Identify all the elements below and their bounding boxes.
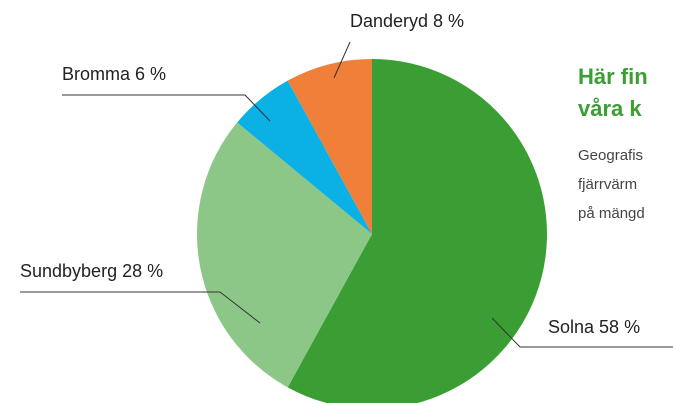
value-label: 28 % — [122, 261, 163, 281]
pie-slice — [287, 59, 372, 234]
slice-label: Danderyd 8 % — [350, 11, 464, 31]
heading-line: Här fin — [578, 64, 648, 89]
category-name: Bromma — [62, 64, 131, 84]
value-label: 6 % — [135, 64, 166, 84]
leader-line — [62, 94, 271, 122]
slice-label: Bromma 6 % — [62, 64, 166, 84]
heading-line: våra k — [578, 96, 642, 121]
leader-line — [491, 317, 673, 348]
paragraph-line: Geografis — [578, 147, 643, 164]
category-name: Sundbyberg — [20, 261, 117, 281]
value-label: 8 % — [433, 11, 464, 31]
slice-label: Sundbyberg 28 % — [20, 261, 163, 281]
pie-slice — [287, 59, 547, 403]
paragraph-line: fjärrvärm — [578, 176, 637, 193]
pie-slice — [196, 122, 372, 388]
category-name: Danderyd — [350, 11, 428, 31]
leader-line — [333, 41, 351, 79]
pie — [196, 59, 547, 403]
paragraph-line: på mängd — [578, 205, 645, 222]
leader-line — [20, 291, 261, 324]
category-name: Solna — [548, 317, 595, 337]
pie-slice — [237, 80, 372, 234]
slice-label: Solna 58 % — [548, 317, 640, 337]
value-label: 58 % — [599, 317, 640, 337]
